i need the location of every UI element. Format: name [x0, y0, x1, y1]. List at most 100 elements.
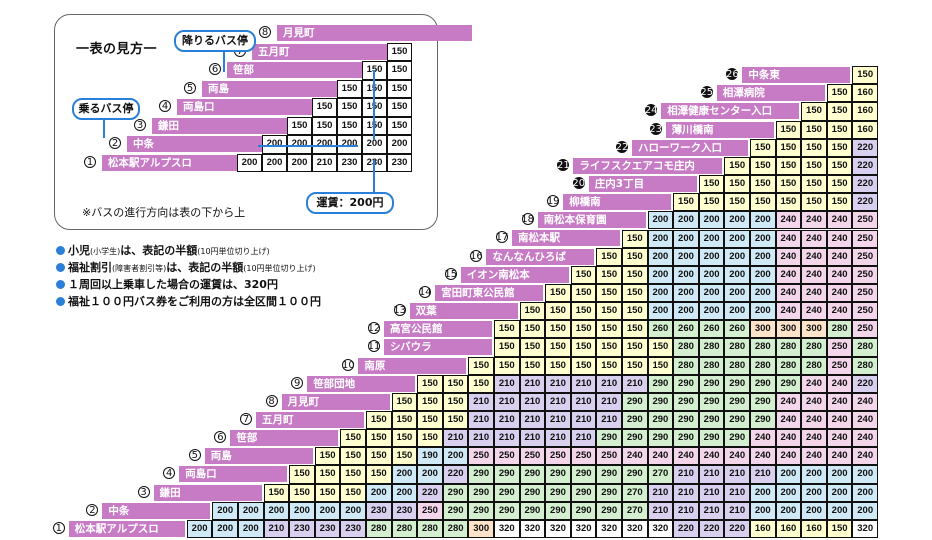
fare-cell: 200 [647, 283, 674, 303]
fare-cell: 290 [622, 411, 648, 430]
fare-cell: 250 [852, 247, 878, 266]
fare-cell: 250 [852, 211, 878, 230]
fare-cell: 210 [750, 465, 776, 484]
fare-cell: 290 [570, 483, 597, 502]
fare-cell: 200 [698, 247, 725, 266]
fare-cell: 150 [622, 320, 648, 339]
note-sub: (障害者割引等) [112, 264, 167, 273]
fare-cell: 290 [596, 429, 622, 448]
fare-cell: 250 [852, 302, 878, 321]
fare-cell: 150 [673, 193, 699, 212]
fare-cell: 150 [801, 120, 827, 139]
fare-cell: 240 [775, 392, 802, 411]
fare-cell: 150 [340, 483, 366, 502]
fare-cell: 250 [852, 320, 878, 339]
stop-number-17: 17 [494, 230, 510, 246]
fare-cell: 240 [775, 283, 802, 303]
fare-cell: 250 [570, 447, 597, 466]
fare-cell: 150 [519, 338, 546, 357]
fare-cell: 200 [337, 135, 362, 154]
fare-cell: 240 [826, 265, 853, 284]
fare-cell: 200 [212, 501, 238, 520]
fare-cell: 300 [468, 519, 494, 539]
fare-cell: 280 [801, 356, 827, 375]
fare-cell: 290 [596, 483, 622, 502]
fare-cell: 290 [724, 374, 750, 393]
stop-number-4: 4 [161, 466, 177, 482]
fare-cell: 250 [852, 283, 878, 303]
stop-number-16: 16 [468, 249, 484, 265]
fare-cell: 150 [545, 283, 571, 303]
stop-number-1: 1 [51, 521, 67, 537]
fare-cell: 150 [340, 429, 366, 448]
fare-cell: 280 [852, 356, 878, 375]
fare-cell: 150 [545, 356, 571, 375]
fare-cell: 250 [852, 265, 878, 284]
fare-cell: 150 [387, 116, 412, 135]
fare-cell: 200 [698, 211, 725, 230]
fare-cell: 210 [519, 374, 546, 393]
fare-cell: 270 [622, 483, 648, 502]
stop-number-3: 3 [136, 485, 152, 501]
fare-cell: 200 [852, 483, 878, 502]
fare-cell: 150 [596, 356, 622, 375]
fare-cell: 150 [366, 447, 392, 466]
fare-cell: 210 [494, 411, 520, 430]
stop-name: 松本駅アルプスロ [68, 520, 185, 537]
fare-cell: 150 [337, 116, 362, 135]
fare-cell: 240 [775, 429, 802, 448]
fare-cell: 290 [724, 429, 750, 448]
fare-cell: 290 [673, 429, 699, 448]
fare-cell: 220 [673, 519, 699, 539]
fare-cell: 210 [570, 392, 597, 411]
fare-cell: 200 [647, 211, 674, 230]
fare-cell: 280 [852, 338, 878, 357]
fare-cell: 200 [442, 447, 469, 466]
fare-cell: 210 [570, 411, 597, 430]
fare-cell: 200 [750, 302, 776, 321]
fare-cell: 250 [494, 447, 520, 466]
fare-cell: 240 [801, 411, 827, 430]
fare-cell: 290 [622, 465, 648, 484]
fare-cell: 150 [494, 356, 520, 375]
fare-cell: 200 [387, 135, 412, 154]
fare-cell: 270 [622, 501, 648, 520]
fare-cell: 290 [468, 465, 494, 484]
stop-name: 南松本保育園 [537, 212, 646, 229]
alight-stop-callout: 降りるバス停 [174, 30, 256, 52]
fare-cell: 240 [775, 211, 802, 230]
fare-cell: 150 [366, 411, 392, 430]
fare-cell: 150 [417, 411, 443, 430]
fare-cell: 230 [387, 153, 412, 172]
fare-cell: 150 [391, 392, 418, 411]
fare-cell: 240 [826, 447, 853, 466]
fare-cell: 240 [801, 211, 827, 230]
fare-cell: 290 [596, 465, 622, 484]
fare-cell: 150 [387, 42, 412, 61]
stop-name: 鎌田 [153, 484, 262, 501]
fare-cell: 150 [801, 156, 827, 176]
fare-cell: 210 [698, 483, 725, 502]
stop-name: 五月町 [256, 411, 364, 428]
fare-cell: 210 [494, 429, 520, 448]
fare-cell: 280 [417, 519, 443, 539]
fare-cell: 290 [775, 374, 802, 393]
fare-cell: 320 [519, 519, 546, 539]
stop-number-6: 6 [207, 62, 223, 78]
fare-cell: 160 [775, 519, 802, 539]
fare-cell: 230 [337, 153, 362, 172]
fare-cell: 150 [417, 374, 443, 393]
fare-cell: 220 [442, 465, 469, 484]
fare-cell: 150 [826, 138, 853, 157]
fare-cell: 150 [724, 156, 750, 176]
fare-cell: 290 [724, 411, 750, 430]
fare-cell: 220 [852, 374, 878, 393]
fare-cell: 290 [545, 483, 571, 502]
fare-cell: 280 [801, 338, 827, 357]
fare-cell: 200 [750, 283, 776, 303]
fare-cell: 280 [442, 519, 469, 539]
fare-cell: 200 [647, 265, 674, 284]
fare-cell: 290 [698, 374, 725, 393]
legend-title: 一表の見方一 [76, 42, 158, 57]
fare-cell: 240 [673, 447, 699, 466]
